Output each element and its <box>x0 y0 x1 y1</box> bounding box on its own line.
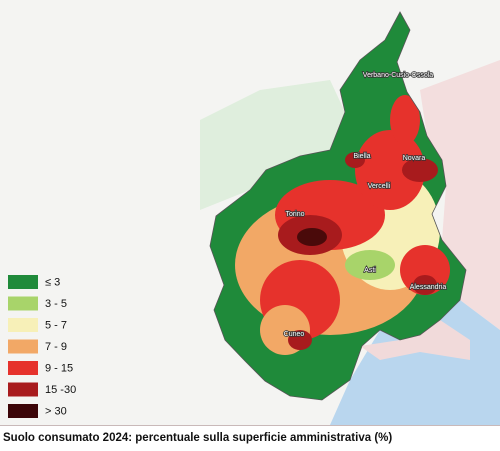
city-label: Vercelli <box>368 183 391 190</box>
neighbor-area <box>200 80 345 210</box>
city-label: Novara <box>403 155 426 162</box>
city-label: Alessandria <box>410 284 447 291</box>
map: Verbano-Cusio-Ossola Biella Novara Vercelli… <box>0 0 500 425</box>
legend-swatch <box>8 275 38 289</box>
legend-label: 15 -30 <box>45 384 76 396</box>
city-label: Asti <box>364 267 376 274</box>
legend: ≤ 3 3 - 5 5 - 7 7 - 9 9 - 15 15 -30 > 30 <box>8 275 76 418</box>
legend-label: 3 - 5 <box>45 298 67 310</box>
coast-area <box>360 320 470 360</box>
city-labels: Verbano-Cusio-Ossola Biella Novara Vercelli… <box>283 71 447 339</box>
legend-swatch <box>8 404 38 418</box>
city-label: Cuneo <box>284 331 305 338</box>
legend-swatch <box>8 339 38 354</box>
legend-label: 5 - 7 <box>45 319 67 331</box>
legend-label: 7 - 9 <box>45 341 67 353</box>
legend-swatch <box>8 361 38 375</box>
legend-swatch <box>8 296 38 311</box>
legend-label: ≤ 3 <box>45 276 60 288</box>
neighbor-area <box>420 60 500 330</box>
sea <box>330 300 500 425</box>
legend-label: > 30 <box>45 405 67 417</box>
city-label: Torino <box>285 211 304 218</box>
legend-swatch <box>8 318 38 332</box>
legend-swatch <box>8 382 38 397</box>
city-label: Verbano-Cusio-Ossola <box>363 72 434 79</box>
caption: Suolo consumato 2024: percentuale sulla … <box>0 425 500 451</box>
region-outline <box>209 11 467 401</box>
legend-label: 9 - 15 <box>45 362 73 374</box>
city-label: Biella <box>353 153 370 160</box>
